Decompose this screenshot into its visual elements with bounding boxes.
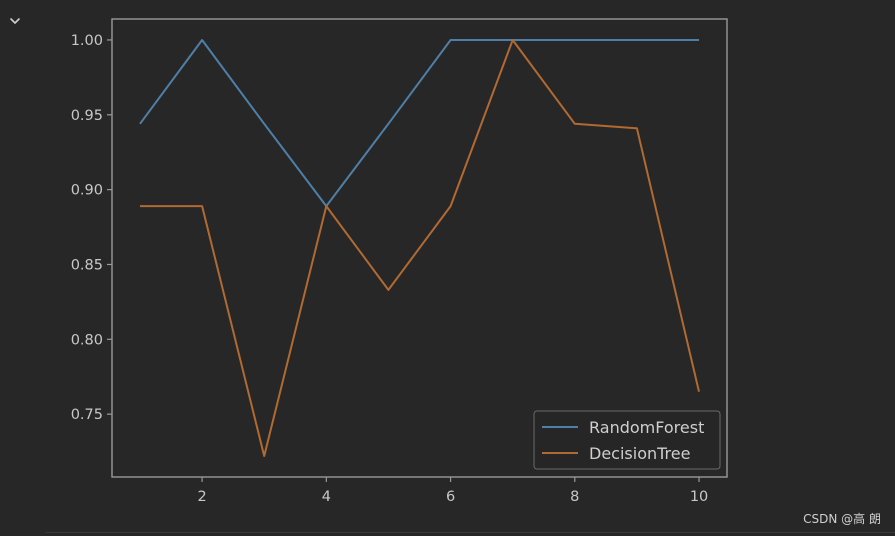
- y-tick-label: 0.95: [71, 108, 103, 124]
- watermark-text: CSDN @高 朗: [803, 512, 881, 526]
- y-tick-label: 0.75: [71, 407, 103, 423]
- x-tick-label: 4: [322, 489, 331, 505]
- chevron-down-icon: [10, 18, 20, 24]
- y-axis: 0.75 0.80 0.85 0.90 0.95 1.00: [71, 33, 112, 423]
- x-axis: 2 4 6 8 10: [197, 477, 708, 505]
- y-tick-label: 1.00: [71, 33, 103, 49]
- legend-box: [533, 410, 721, 470]
- legend: RandomForest DecisionTree: [533, 410, 721, 470]
- series-line-randomforest: [139, 39, 699, 208]
- plot-layer: [139, 39, 700, 457]
- legend-entry-randomforest: RandomForest: [589, 418, 704, 437]
- y-tick-label: 0.90: [71, 183, 103, 199]
- series-line-decisiontree: [140, 39, 700, 457]
- x-tick-label: 10: [690, 489, 708, 505]
- x-tick-label: 2: [197, 489, 206, 505]
- legend-entry-decisiontree: DecisionTree: [589, 444, 690, 463]
- axes-frame: [111, 18, 728, 478]
- collapse-output-toggle[interactable]: [6, 12, 24, 30]
- x-tick-label: 6: [446, 489, 455, 505]
- y-tick-label: 0.85: [71, 257, 103, 273]
- output-divider: [46, 532, 895, 533]
- y-tick-label: 0.80: [71, 332, 103, 348]
- x-tick-label: 8: [570, 489, 579, 505]
